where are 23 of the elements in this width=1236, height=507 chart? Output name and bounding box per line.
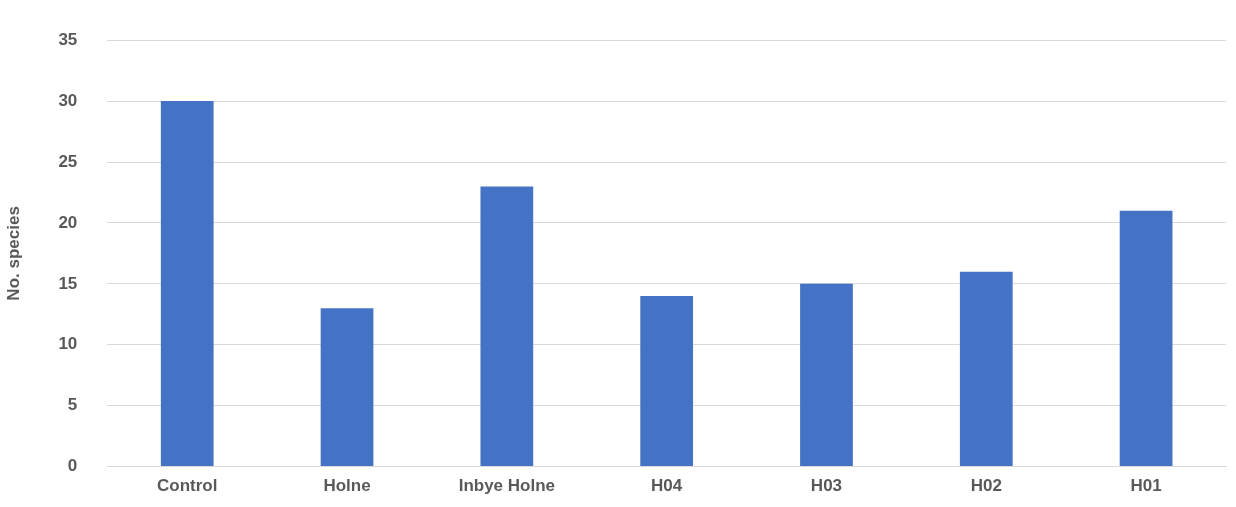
y-tick-label: 0 — [67, 456, 78, 476]
x-tick-label: Inbye Holne — [458, 476, 556, 496]
x-tick-label: H01 — [1130, 476, 1162, 496]
x-tick-label: H04 — [651, 476, 683, 496]
bar — [800, 283, 853, 467]
y-tick-label: 20 — [58, 212, 78, 232]
y-tick-label: 10 — [58, 334, 78, 354]
x-tick-label: Holne — [323, 476, 371, 496]
y-tick-label: 30 — [58, 90, 78, 110]
bar — [320, 308, 374, 467]
y-tick-label: 15 — [58, 273, 78, 293]
bar — [1119, 210, 1173, 467]
bar — [480, 186, 534, 467]
x-tick-label: H02 — [970, 476, 1002, 496]
bar — [959, 271, 1013, 467]
bar — [640, 296, 694, 467]
y-tick-label: 5 — [67, 395, 78, 415]
y-tick-label: 35 — [58, 29, 78, 49]
y-tick-label: 25 — [58, 151, 78, 171]
x-tick-label: H03 — [810, 476, 843, 496]
y-axis-title: No. species — [3, 206, 23, 301]
x-tick-label: Control — [157, 476, 218, 496]
bar — [160, 101, 214, 467]
